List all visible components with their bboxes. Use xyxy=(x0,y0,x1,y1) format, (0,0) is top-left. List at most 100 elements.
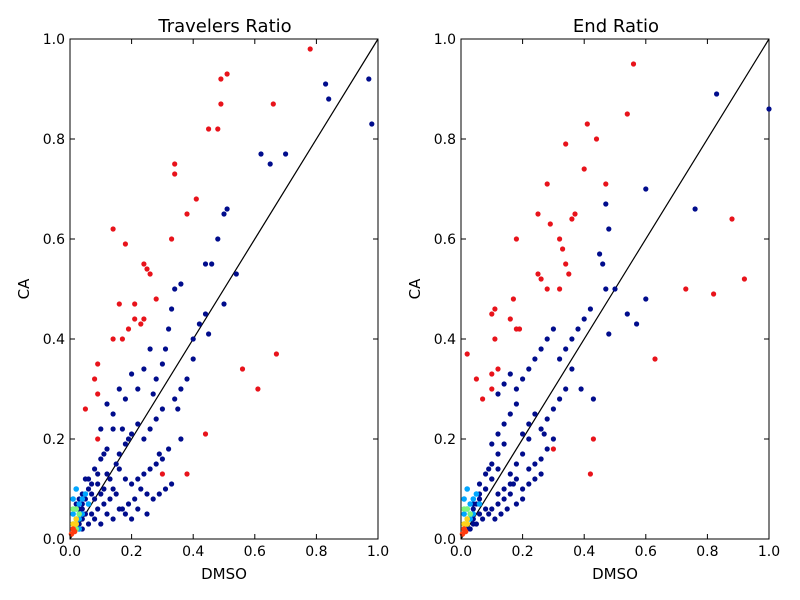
scatter-point xyxy=(630,61,637,67)
scatter-point xyxy=(138,321,144,327)
scatter-point xyxy=(489,311,495,317)
x-tick-label: 0.0 xyxy=(450,544,472,560)
scatter-point xyxy=(147,466,153,472)
scatter-point xyxy=(224,71,230,77)
panel-travelers-ratio: Travelers Ratio 0.0 0.2 0.4 0.6 0.8 1.0 0.00.… xyxy=(15,16,389,583)
scatter-point xyxy=(603,181,609,187)
scatter-point xyxy=(520,451,526,457)
scatter-point xyxy=(495,491,501,497)
scatter-point xyxy=(89,511,95,517)
scatter-point xyxy=(470,506,476,512)
x-tick-label: 0.4 xyxy=(573,544,595,560)
scatter-point xyxy=(190,336,196,342)
scatter-point xyxy=(714,91,720,97)
scatter-point xyxy=(532,356,538,362)
scatter-point xyxy=(692,206,698,212)
scatter-point xyxy=(513,461,520,467)
scatter-point xyxy=(135,506,141,512)
scatter-point xyxy=(95,361,101,367)
scatter-point xyxy=(526,481,532,487)
scatter-point xyxy=(184,376,190,382)
scatter-point xyxy=(125,326,132,332)
scatter-point xyxy=(557,286,563,292)
scatter-point xyxy=(575,326,581,332)
scatter-point xyxy=(135,476,141,482)
scatter-point xyxy=(85,501,92,507)
scatter-point xyxy=(495,501,501,507)
scatter-point xyxy=(584,121,590,127)
scatter-point xyxy=(110,336,116,342)
scatter-point xyxy=(557,396,563,402)
scatter-point xyxy=(95,436,101,442)
x-ticks: 0.0 0.2 0.4 0.6 0.8 1.0 xyxy=(450,39,780,560)
scatter-point xyxy=(89,481,95,487)
x-tick-label: 0.6 xyxy=(244,544,266,560)
scatter-point xyxy=(492,336,498,342)
x-axis-label: DMSO xyxy=(201,565,247,583)
scatter-point xyxy=(110,426,116,432)
scatter-point xyxy=(147,271,153,277)
scatter-point xyxy=(119,336,125,342)
scatter-point xyxy=(526,436,532,442)
scatter-point xyxy=(98,521,104,527)
scatter-point xyxy=(483,506,489,512)
scatter-point xyxy=(520,431,526,437)
scatter-point xyxy=(141,436,147,442)
scatter-point xyxy=(557,236,563,242)
scatter-point xyxy=(156,491,162,497)
scatter-point xyxy=(501,441,507,447)
scatter-point xyxy=(467,501,474,507)
x-tick-label: 1.0 xyxy=(758,544,780,560)
scatter-point xyxy=(209,261,215,267)
scatter-point xyxy=(495,431,501,437)
y-tick-label: 0.0 xyxy=(434,532,456,548)
scatter-point xyxy=(169,236,175,242)
scatter-point xyxy=(683,286,689,292)
x-tick-label: 0.2 xyxy=(120,544,142,560)
scatter-point xyxy=(486,511,492,517)
scatter-point xyxy=(532,461,538,467)
scatter-point xyxy=(206,126,212,132)
scatter-point xyxy=(544,416,550,422)
scatter-point xyxy=(125,501,132,507)
scatter-point xyxy=(603,201,609,207)
scatter-point xyxy=(489,441,495,447)
scatter-point xyxy=(652,356,658,362)
scatter-point xyxy=(239,366,246,372)
scatter-point xyxy=(129,516,135,522)
scatter-point xyxy=(273,351,279,357)
chart-title: Travelers Ratio xyxy=(157,16,291,37)
scatter-point xyxy=(729,216,735,222)
scatter-point xyxy=(113,491,119,497)
scatter-point xyxy=(563,386,569,392)
scatter-point xyxy=(461,496,467,502)
scatter-point xyxy=(501,496,507,502)
scatter-point xyxy=(104,446,110,452)
scatter-point xyxy=(461,511,467,517)
scatter-point xyxy=(116,506,122,512)
scatter-point xyxy=(141,261,147,267)
scatter-point xyxy=(169,481,175,487)
scatter-point xyxy=(462,528,469,535)
scatter-point xyxy=(141,316,147,322)
scatter-point xyxy=(107,496,113,502)
diagonal-line xyxy=(69,38,379,540)
scatter-point xyxy=(141,471,147,477)
scatter-point xyxy=(643,296,649,302)
x-axis-label: DMSO xyxy=(592,565,638,583)
scatter-point xyxy=(489,386,495,392)
y-tick-label: 0.8 xyxy=(434,132,456,148)
scatter-point xyxy=(153,416,159,422)
scatter-point xyxy=(85,486,92,492)
y-ticks: 0.0 0.2 0.4 0.6 0.8 1.0 xyxy=(434,32,769,548)
scatter-point xyxy=(476,511,483,517)
scatter-point xyxy=(470,521,476,527)
x-ticks: 0.0 0.2 0.4 0.6 0.8 1.0 xyxy=(59,39,389,560)
scatter-point xyxy=(110,486,116,492)
scatter-point xyxy=(178,436,184,442)
scatter-point xyxy=(221,301,227,307)
scatter-point xyxy=(550,326,557,332)
scatter-point xyxy=(119,426,125,432)
scatter-point xyxy=(369,121,375,127)
scatter-point xyxy=(476,496,483,502)
